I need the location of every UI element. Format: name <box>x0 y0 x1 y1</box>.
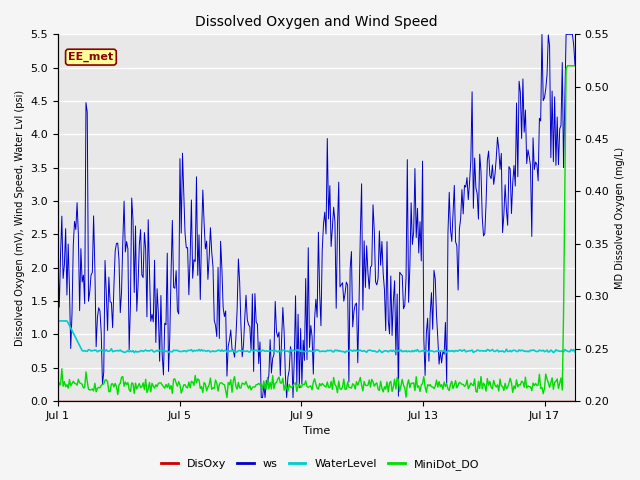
Title: Dissolved Oxygen and Wind Speed: Dissolved Oxygen and Wind Speed <box>195 15 438 29</box>
Text: EE_met: EE_met <box>68 52 113 62</box>
X-axis label: Time: Time <box>303 426 330 436</box>
Y-axis label: Dissolved Oxygen (mV), Wind Speed, Water Lvl (psi): Dissolved Oxygen (mV), Wind Speed, Water… <box>15 90 25 346</box>
Y-axis label: MD Dissolved Oxygen (mg/L): MD Dissolved Oxygen (mg/L) <box>615 146 625 288</box>
Legend: DisOxy, ws, WaterLevel, MiniDot_DO: DisOxy, ws, WaterLevel, MiniDot_DO <box>157 455 483 474</box>
